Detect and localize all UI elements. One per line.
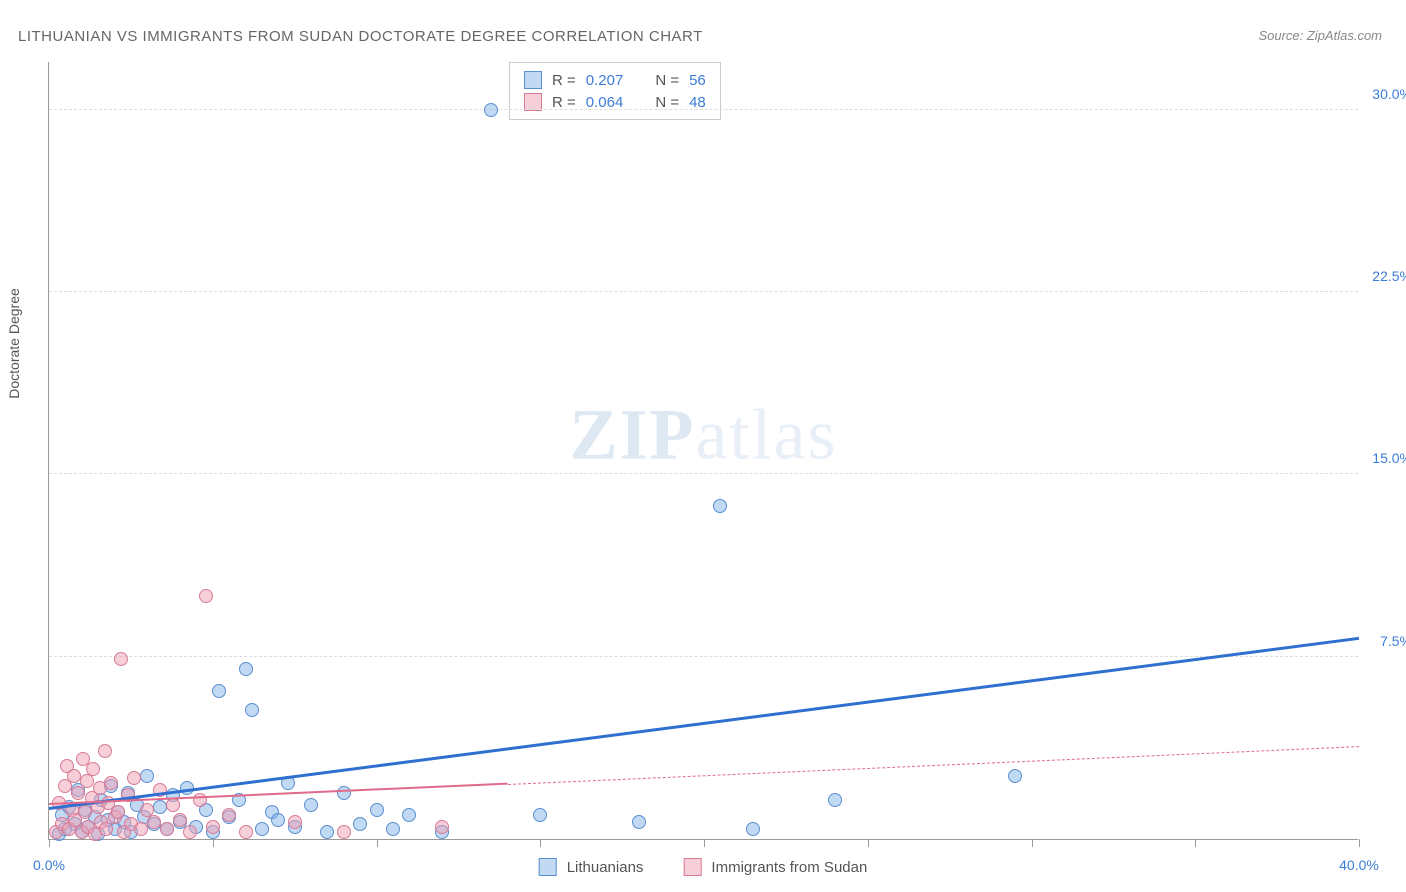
data-point [255,822,269,836]
watermark: ZIPatlas [570,393,838,476]
data-point [86,762,100,776]
data-point [104,776,118,790]
x-tick [540,839,541,847]
x-tick [1359,839,1360,847]
y-axis-label: Doctorate Degree [6,288,22,399]
gridline [49,109,1358,110]
legend-item: Lithuanians [539,858,644,876]
data-point [67,769,81,783]
data-point [134,822,148,836]
gridline [49,473,1358,474]
r-label: R = [552,72,576,89]
legend-label: Immigrants from Sudan [711,859,867,876]
data-point [222,808,236,822]
data-point [239,825,253,839]
data-point [288,815,302,829]
chart-title: LITHUANIAN VS IMMIGRANTS FROM SUDAN DOCT… [18,28,703,45]
chart-area: ZIPatlas R =0.207N =56R =0.064N =48 7.5%… [48,62,1358,840]
data-point [632,815,646,829]
data-point [153,800,167,814]
data-point [99,822,113,836]
n-value: 56 [689,72,706,89]
data-point [147,815,161,829]
y-tick-label: 15.0% [1372,450,1406,466]
data-point [80,774,94,788]
data-point [206,820,220,834]
y-tick-label: 22.5% [1372,268,1406,284]
data-point [114,652,128,666]
data-point [140,769,154,783]
data-point [166,798,180,812]
data-point [484,103,498,117]
x-tick [1195,839,1196,847]
data-point [320,825,334,839]
data-point [435,820,449,834]
x-tick [1032,839,1033,847]
stats-row: R = 0.207 N = 56 [524,69,706,91]
data-point [183,825,197,839]
r-value: 0.207 [586,72,624,89]
gridline [49,656,1358,657]
n-label: N = [655,72,679,89]
correlation-stats-box: R = 0.207 N = 56 R =0.064N =48 [509,62,721,120]
legend-item: Immigrants from Sudan [683,858,867,876]
data-point [304,798,318,812]
x-tick [868,839,869,847]
series-swatch [524,71,542,89]
data-point [245,703,259,717]
plot-region: ZIPatlas R =0.207N =56R =0.064N =48 7.5%… [48,62,1358,840]
legend-swatch [683,858,701,876]
data-point [828,793,842,807]
y-tick-label: 7.5% [1380,633,1406,649]
data-point [160,822,174,836]
data-point [337,786,351,800]
data-point [78,805,92,819]
data-point [239,662,253,676]
trend-line-extrapolated [507,746,1359,785]
data-point [533,808,547,822]
data-point [746,822,760,836]
y-tick-label: 30.0% [1372,86,1406,102]
stats-row: R =0.064N =48 [524,91,706,113]
data-point [1008,769,1022,783]
data-point [402,808,416,822]
legend-label: Lithuanians [567,859,644,876]
legend-swatch [539,858,557,876]
x-tick [213,839,214,847]
data-point [98,744,112,758]
data-point [212,684,226,698]
data-point [71,786,85,800]
data-point [127,771,141,785]
data-point [370,803,384,817]
legend: Lithuanians Immigrants from Sudan [539,858,868,876]
data-point [353,817,367,831]
x-tick [49,839,50,847]
data-point [337,825,351,839]
data-point [173,813,187,827]
x-tick-label: 40.0% [1339,857,1379,873]
x-tick [377,839,378,847]
data-point [271,813,285,827]
data-point [713,499,727,513]
source-attribution: Source: ZipAtlas.com [1258,28,1382,43]
x-tick-label: 0.0% [33,857,65,873]
x-tick [704,839,705,847]
data-point [386,822,400,836]
data-point [199,589,213,603]
gridline [49,291,1358,292]
data-point [111,805,125,819]
